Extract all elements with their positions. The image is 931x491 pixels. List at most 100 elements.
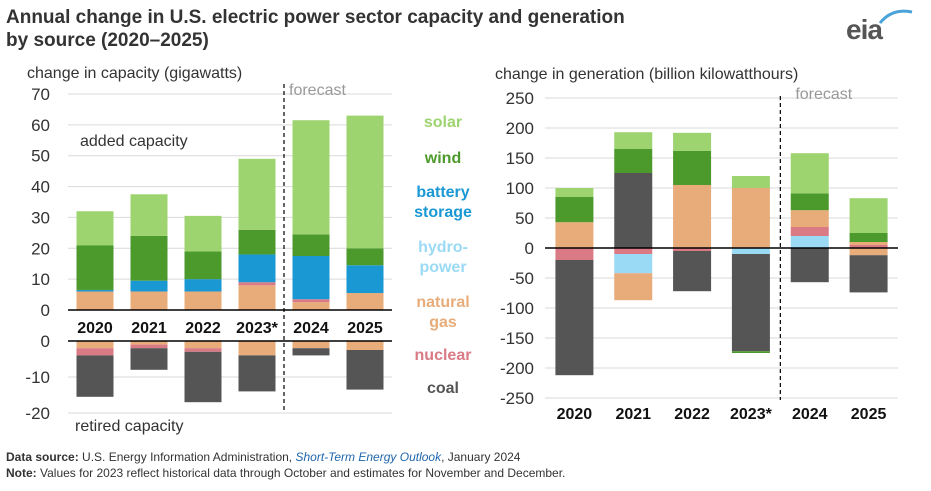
capacity-retired-bar-coal-2020 [76, 355, 114, 397]
data-source-text-pre: U.S. Energy Information Administration, [78, 450, 296, 464]
capacity-retired-bar-nuclear-2021 [130, 344, 168, 349]
legend-label-solar-0: solar [424, 114, 462, 131]
generation-negative-bar-coal-2022 [673, 251, 712, 292]
generation-tick-label-100: 100 [506, 179, 534, 198]
note-line: Note: Values for 2023 reflect historical… [6, 465, 565, 481]
generation-positive-bar-wind-2021 [614, 149, 653, 173]
capacity-retired-bar-coal-2024 [292, 348, 330, 356]
generation-negative-bar-wind-2023 [731, 351, 770, 353]
generation-positive-bar-nuclear-2024 [790, 227, 829, 236]
capacity-added-bar-natural-gas-2021 [130, 291, 168, 310]
generation-category-label-2023: 2023* [730, 406, 773, 423]
generation-tick-label-250: 250 [506, 89, 534, 108]
legend-label-hydropower-5: power [419, 259, 466, 276]
legend-label-wind-1: wind [424, 150, 461, 167]
capacity-added-bar-battery-storage-2022 [184, 279, 222, 292]
generation-category-label-2020: 2020 [557, 406, 593, 423]
capacity-category-label-2024: 2024 [293, 320, 329, 337]
capacity-retired-bar-natural-gas-2025 [346, 341, 384, 350]
capacity-added-bar-wind-2022 [184, 251, 222, 280]
footer: Data source: U.S. Energy Information Adm… [6, 449, 565, 481]
data-source-label: Data source: [6, 450, 79, 464]
capacity-retired-bar-coal-2025 [346, 350, 384, 390]
capacity-added-bar-wind-2021 [130, 235, 168, 281]
capacity-retired-bar-coal-2023 [238, 355, 276, 392]
generation-tick-label-0: 0 [525, 239, 534, 258]
capacity-retired-bar-natural-gas-2023 [238, 341, 276, 356]
capacity-added-bar-natural-gas-2024 [292, 302, 330, 310]
generation-negative-bar-nuclear-2020 [555, 248, 594, 260]
note-text: Values for 2023 reflect historical data … [36, 466, 566, 480]
capacity-retired-bar-coal-2022 [184, 351, 222, 403]
capacity-added-bar-solar-2022 [184, 215, 222, 252]
legend-label-battery-storage-3: storage [414, 204, 472, 221]
capacity-tick-label-20: 20 [31, 239, 50, 258]
legend-label-battery-storage-2: battery [416, 184, 469, 201]
capacity-tick-label-neg-0: 0 [41, 332, 50, 351]
data-source-text-post: , January 2024 [441, 450, 521, 464]
capacity-added-bar-solar-2021 [130, 194, 168, 236]
generation-positive-bar-hydropower-2024 [790, 236, 829, 248]
capacity-retired-bar-natural-gas-2022 [184, 341, 222, 349]
capacity-added-bar-nuclear-2024 [292, 299, 330, 303]
legend-label-coal-9: coal [427, 380, 459, 397]
capacity-added-bar-wind-2023 [238, 229, 276, 255]
eia-logo-icon [878, 9, 913, 24]
capacity-added-bar-battery-storage-2025 [346, 265, 384, 294]
generation-tick-label-200: 200 [506, 119, 534, 138]
generation-negative-bar-coal-2024 [790, 248, 829, 283]
capacity-category-label-2022: 2022 [185, 320, 221, 337]
capacity-added-bar-solar-2023 [238, 158, 276, 230]
capacity-retired-bar-nuclear-2022 [184, 348, 222, 352]
capacity-category-label-2020: 2020 [77, 320, 113, 337]
capacity-added-bar-wind-2024 [292, 234, 330, 256]
generation-category-label-2021: 2021 [615, 406, 651, 423]
generation-tick-label-150: 150 [506, 149, 534, 168]
capacity-added-bar-solar-2024 [292, 120, 330, 235]
capacity-tick-label-70: 70 [31, 85, 50, 104]
capacity-added-bar-natural-gas-2022 [184, 291, 222, 310]
capacity-tick-label-40: 40 [31, 178, 50, 197]
generation-positive-bar-wind-2022 [673, 150, 712, 185]
capacity-tick-label-30: 30 [31, 208, 50, 227]
capacity-tick-label-neg--10: -10 [25, 368, 50, 387]
generation-positive-bar-wind-2024 [790, 193, 829, 211]
capacity-axis-title: change in capacity (gigawatts) [27, 65, 242, 82]
data-source-link[interactable]: Short-Term Energy Outlook [295, 450, 442, 464]
generation-tick-label--150: -150 [500, 329, 534, 348]
generation-negative-bar-hydropower-2021 [614, 254, 653, 274]
generation-positive-bar-coal-2021 [614, 173, 653, 248]
chart-title-line1: Annual change in U.S. electric power sec… [6, 7, 625, 28]
capacity-category-label-2025: 2025 [347, 320, 383, 337]
capacity-added-bar-wind-2025 [346, 248, 384, 266]
generation-positive-bar-solar-2025 [849, 198, 888, 233]
capacity-tick-label-50: 50 [31, 147, 50, 166]
generation-positive-bar-solar-2022 [673, 132, 712, 151]
generation-positive-bar-natural-gas-2022 [673, 185, 712, 248]
generation-positive-bar-wind-2025 [849, 233, 888, 242]
data-source-line: Data source: U.S. Energy Information Adm… [6, 449, 565, 465]
capacity-added-bar-nuclear-2023 [238, 282, 276, 286]
capacity-retired-bar-natural-gas-2021 [130, 341, 168, 345]
generation-positive-bar-solar-2021 [614, 132, 653, 149]
generation-negative-bar-hydropower-2023 [731, 248, 770, 254]
capacity-added-bar-battery-storage-2023 [238, 254, 276, 283]
capacity-added-bar-natural-gas-2020 [76, 291, 114, 310]
capacity-tick-label-neg--20: -20 [25, 404, 50, 423]
generation-category-label-2024: 2024 [792, 406, 828, 423]
generation-tick-label--200: -200 [500, 359, 534, 378]
capacity-tick-label-60: 60 [31, 116, 50, 135]
capacity-added-bar-wind-2020 [76, 245, 114, 290]
chart-title: Annual change in U.S. electric power sec… [6, 6, 625, 52]
capacity-tick-label-0: 0 [41, 301, 50, 320]
capacity-retired-bar-coal-2021 [130, 348, 168, 370]
generation-negative-bar-coal-2025 [849, 255, 888, 293]
capacity-added-bar-solar-2020 [76, 211, 114, 246]
generation-negative-bar-natural-gas-2021 [614, 273, 653, 301]
chart-canvas: change in capacity (gigawatts) 0 10 20 30 40 5… [25, 65, 898, 435]
generation-tick-label--50: -50 [509, 269, 534, 288]
generation-negative-bar-coal-2020 [555, 260, 594, 376]
generation-negative-bar-nuclear-2022 [673, 248, 712, 251]
capacity-forecast-label: forecast [289, 82, 346, 99]
generation-positive-bar-solar-2020 [555, 188, 594, 197]
